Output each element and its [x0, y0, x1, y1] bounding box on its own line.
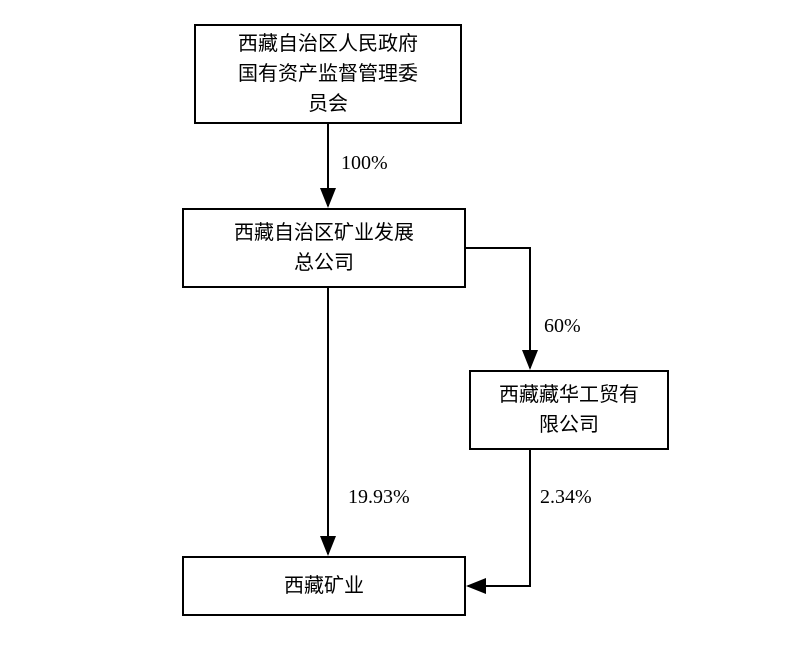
edge-label-e4: 2.34%: [540, 486, 592, 509]
edge-label-e3: 19.93%: [348, 486, 410, 509]
edge-label-e1: 100%: [341, 152, 388, 175]
node-mining-corp-label: 西藏自治区矿业发展总公司: [234, 218, 414, 278]
edge-label-e2: 60%: [544, 315, 581, 338]
edge-zanghua-tibetmining: [468, 450, 530, 586]
node-zanghua-label: 西藏藏华工贸有限公司: [499, 380, 639, 440]
node-tibet-mining: 西藏矿业: [182, 556, 466, 616]
node-sasac: 西藏自治区人民政府国有资产监督管理委员会: [194, 24, 462, 124]
node-tibet-mining-label: 西藏矿业: [284, 571, 364, 601]
node-zanghua: 西藏藏华工贸有限公司: [469, 370, 669, 450]
node-mining-corp: 西藏自治区矿业发展总公司: [182, 208, 466, 288]
edge-mining-zanghua: [466, 248, 530, 368]
node-sasac-label: 西藏自治区人民政府国有资产监督管理委员会: [238, 29, 418, 119]
